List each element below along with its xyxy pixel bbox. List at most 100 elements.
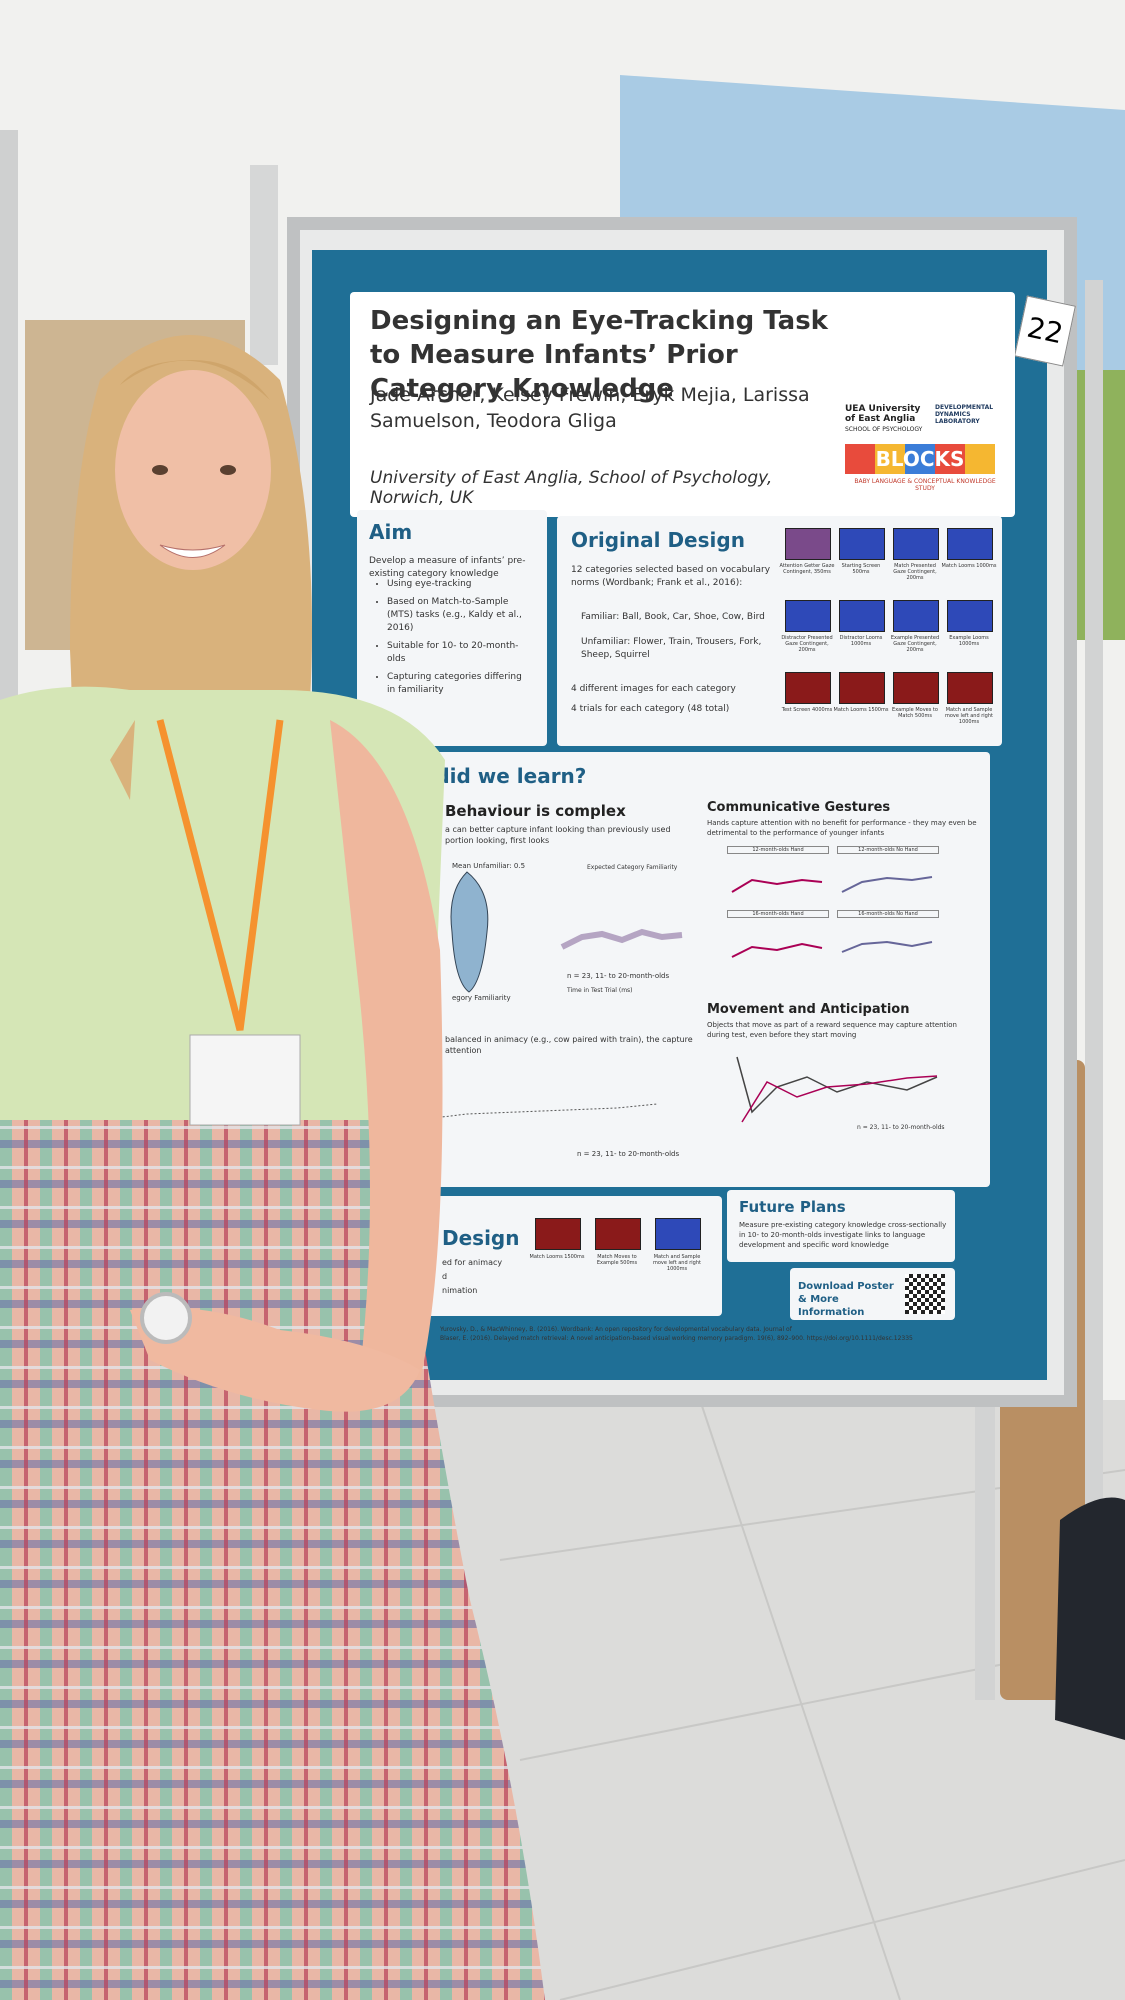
aim-text: Develop a measure of infants’ pre-existi… [369, 556, 526, 579]
smile [159, 544, 226, 558]
frame-image [893, 528, 939, 560]
frame-caption: Match and Sample move left and right 100… [945, 707, 993, 725]
poster-title: Designing an Eye-Tracking Task to Measur… [370, 306, 828, 404]
future-heading: Future Plans [739, 1198, 846, 1216]
logo-blocks-sub: BABY LANGUAGE & CONCEPTUAL KNOWLEDGE STU… [854, 478, 996, 492]
frame-caption: Match Presented Gaze Contingent, 200ms [893, 563, 937, 581]
aim-list: Using eye-tracking Based on Match-to-Sam… [357, 578, 532, 697]
reference: Blaser, E. (2016). Delayed match retriev… [440, 1335, 913, 1342]
frame-caption: Example Looms 1000ms [949, 635, 989, 647]
frame-caption: Match and Sample move left and right 100… [653, 1254, 701, 1272]
frame-caption: Match Looms 1000ms [941, 563, 997, 569]
line-figure [841, 940, 933, 953]
design2-line: nimation [442, 1286, 478, 1295]
lanyard [156, 719, 284, 1031]
frame-image [839, 600, 885, 632]
aim-box: Aim Develop a measure of infants’ pre-ex… [357, 510, 547, 746]
watch [140, 1292, 192, 1344]
frame-image [839, 528, 885, 560]
frame-image [947, 672, 993, 704]
frame-caption: Distractor Looms 1000ms [839, 635, 883, 647]
poster-figures [366, 871, 938, 1123]
logo-blocks: BLOCKS [845, 444, 995, 474]
logo-school: SCHOOL OF PSYCHOLOGY [845, 426, 923, 433]
sub-text: Objects that move as part of a reward se… [707, 1021, 957, 1039]
frame-image [595, 1218, 641, 1250]
line-figure [731, 878, 823, 893]
frame-image [785, 528, 831, 560]
design-intro: 12 categories selected based on vocabula… [571, 565, 771, 588]
line-figure [731, 942, 823, 958]
pole [1085, 280, 1103, 1700]
aim-bullet: Based on Match-to-Sample (MTS) tasks (e.… [387, 596, 532, 635]
line-figure [741, 1075, 938, 1123]
sub-text: a can better capture infant looking than… [445, 825, 671, 845]
animacy-text: balanced in animacy (e.g., cow paired wi… [445, 1035, 693, 1055]
design2-line: ed for animacy [442, 1258, 503, 1267]
reference: Yurovsky, D., & MacWhinney, B. (2016). W… [440, 1326, 792, 1333]
violin [450, 871, 489, 993]
frame-image [655, 1218, 701, 1250]
hands [130, 1307, 420, 1412]
frame-image [893, 600, 939, 632]
frame-image [947, 528, 993, 560]
frame-caption: Example Moves to Match 500ms [892, 707, 938, 719]
future-text: Measure pre-existing category knowledge … [739, 1221, 947, 1249]
frame-image [839, 672, 885, 704]
future-box: Future Plans Measure pre-existing catego… [727, 1190, 955, 1262]
aim-bullet: Using eye-tracking [387, 578, 532, 591]
line-figure [736, 1056, 938, 1114]
frame-image [947, 600, 993, 632]
panel-label: 12-month-olds No Hand [837, 846, 939, 854]
frame-caption: Match Moves to Example 500ms [596, 1254, 638, 1266]
movement-n: n = 23, 11- to 20-month-olds [857, 1124, 945, 1131]
frame-caption: Distractor Presented Gaze Contingent, 20… [781, 635, 833, 653]
qr-code [905, 1274, 945, 1314]
panel-label: 16-month-olds Hand [727, 910, 829, 918]
sub-heading: Behaviour is complex [445, 802, 626, 820]
eye [152, 465, 168, 475]
authors: Jade Archer, Kelsey Frewin, Eryk Mejia, … [370, 384, 810, 432]
line-figure [560, 928, 683, 950]
frame-caption: Match Looms 1500ms [833, 707, 889, 713]
face [115, 370, 271, 570]
frame-caption: Example Presented Gaze Contingent, 200ms [890, 635, 940, 653]
learned-box: What did we learn? Behaviour is complex … [357, 752, 990, 1187]
animacy-n: n = 23, 11- to 20-month-olds [577, 1150, 680, 1158]
skirt [0, 1120, 545, 2000]
design-note: 4 trials for each category (48 total) [571, 704, 730, 714]
line-legend: Expected Category Familiarity [587, 864, 678, 871]
references: Yurovsky, D., & MacWhinney, B. (2016). W… [440, 1325, 1000, 1343]
time-axis: Time in Test Trial (ms) [567, 987, 633, 994]
download-box: Download Poster & More Information [790, 1268, 955, 1320]
sub-text: Hands capture attention with no benefit … [707, 819, 977, 837]
badge [189, 1034, 301, 1126]
eye [220, 465, 236, 475]
line-n: n = 23, 11- to 20-month-olds [567, 972, 670, 980]
design-familiar: Familiar: Ball, Book, Car, Shoe, Cow, Bi… [581, 612, 765, 622]
frame-image [785, 600, 831, 632]
design-note: 4 different images for each category [571, 684, 736, 694]
frame-image [535, 1218, 581, 1250]
design-unfamiliar: Unfamiliar: Flower, Train, Trousers, For… [581, 637, 762, 660]
arm [330, 720, 443, 1380]
violin-axis: egory Familiarity [452, 994, 511, 1002]
frame-image [893, 672, 939, 704]
download-text: Download Poster & More Information [798, 1281, 894, 1318]
frame-caption: Starting Screen 500ms [841, 563, 881, 575]
bag [1055, 1497, 1125, 1740]
design2-heading: Design [442, 1226, 520, 1250]
design2-line: d [442, 1272, 448, 1281]
violin-label: Mean Unfamiliar: 0.5 [452, 862, 526, 870]
aim-heading: Aim [369, 520, 413, 544]
pole [250, 165, 278, 365]
hair-strand [110, 720, 135, 800]
panel-label: 12-month-olds Hand [727, 846, 829, 854]
design-box: Original Design 12 categories selected b… [557, 516, 1002, 746]
frame-caption: Test Screen 4000ms [781, 707, 833, 713]
top [0, 686, 445, 1130]
title-box: Designing an Eye-Tracking Task to Measur… [350, 292, 1015, 517]
sub-heading: Movement and Anticipation [707, 1002, 910, 1017]
